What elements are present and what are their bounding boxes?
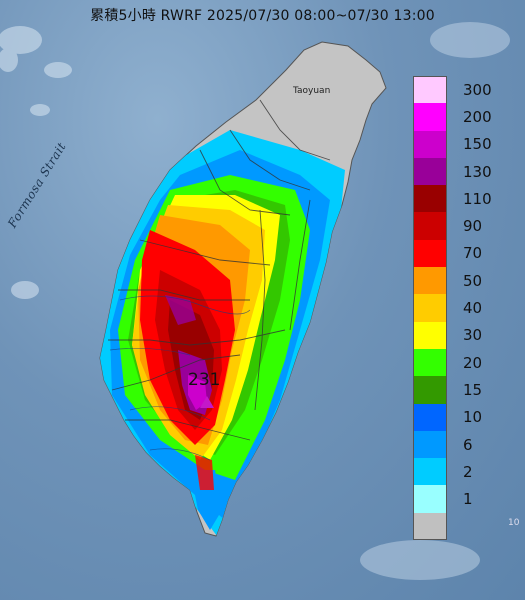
legend-swatch — [413, 239, 447, 268]
legend-row: 150 — [411, 130, 520, 158]
legend-swatch — [413, 76, 447, 104]
legend-row: 6 — [411, 430, 520, 459]
legend-label: 10 — [463, 408, 483, 427]
legend-swatch — [413, 430, 447, 459]
legend-label: 30 — [463, 326, 483, 345]
legend-row: 90 — [411, 212, 520, 240]
rainfall-field — [100, 130, 345, 536]
legend-swatch — [413, 103, 447, 131]
legend-label: 6 — [463, 435, 473, 454]
legend-swatch — [413, 321, 447, 349]
legend-swatch — [413, 376, 447, 404]
legend-row: 300 — [411, 76, 520, 104]
rainfall-legend: 300 200 150 130 110 90 70 50 40 30 20 15 10 6 2 1 — [411, 76, 520, 574]
legend-label: 70 — [463, 244, 483, 263]
legend-row: 15 — [411, 376, 520, 404]
legend-swatch — [413, 458, 447, 486]
legend-swatch — [413, 212, 447, 240]
city-label-taoyuan: Taoyuan — [293, 86, 331, 96]
legend-row: 2 — [411, 458, 520, 486]
max-rainfall-marker-icon — [200, 396, 214, 408]
legend-row: 110 — [411, 185, 520, 213]
legend-label: 40 — [463, 299, 483, 318]
legend-swatch — [413, 157, 447, 186]
legend-label: 300 — [463, 80, 492, 99]
legend-label: 50 — [463, 271, 483, 290]
legend-label: 20 — [463, 353, 483, 372]
legend-row: 30 — [411, 321, 520, 349]
max-rainfall-value: 231 — [188, 370, 221, 390]
legend-swatch — [413, 267, 447, 295]
legend-label: 110 — [463, 189, 492, 208]
legend-row: 40 — [411, 294, 520, 322]
legend-label: 2 — [463, 462, 473, 481]
legend-row — [411, 512, 520, 541]
legend-swatch — [413, 130, 447, 158]
legend-label: 15 — [463, 380, 483, 399]
legend-row: 200 — [411, 103, 520, 131]
legend-swatch — [413, 403, 447, 431]
legend-label: 1 — [463, 490, 473, 509]
legend-swatch — [413, 512, 447, 541]
satellite-clouds — [0, 22, 510, 580]
legend-label: 90 — [463, 217, 483, 236]
legend-row: 70 — [411, 239, 520, 268]
county-boundaries — [108, 99, 331, 441]
legend-row: 1 — [411, 485, 520, 513]
legend-row: 20 — [411, 348, 520, 377]
legend-swatch — [413, 348, 447, 377]
map-title: 累積5小時 RWRF 2025/07/30 08:00~07/30 13:00 — [90, 8, 435, 24]
corner-mark: 10 — [508, 518, 520, 528]
legend-swatch — [413, 485, 447, 513]
legend-label: 130 — [463, 162, 492, 181]
legend-label: 200 — [463, 107, 492, 126]
legend-row: 50 — [411, 267, 520, 295]
legend-label: 150 — [463, 135, 492, 154]
legend-row: 130 — [411, 157, 520, 186]
rivers — [109, 295, 251, 461]
legend-row: 10 — [411, 403, 520, 431]
legend-swatch — [413, 185, 447, 213]
legend-swatch — [413, 294, 447, 322]
